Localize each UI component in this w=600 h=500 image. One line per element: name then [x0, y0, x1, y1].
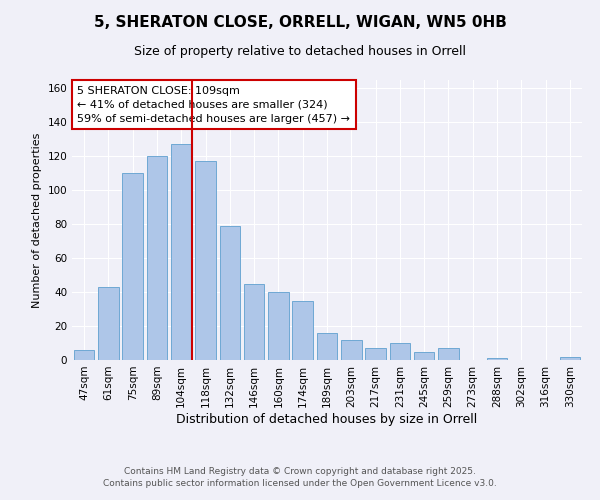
Bar — [122, 174, 143, 360]
Bar — [341, 340, 362, 360]
Bar — [98, 287, 119, 360]
Bar — [171, 144, 191, 360]
Bar — [487, 358, 508, 360]
X-axis label: Distribution of detached houses by size in Orrell: Distribution of detached houses by size … — [176, 412, 478, 426]
Y-axis label: Number of detached properties: Number of detached properties — [32, 132, 42, 308]
Bar — [317, 333, 337, 360]
Text: Size of property relative to detached houses in Orrell: Size of property relative to detached ho… — [134, 45, 466, 58]
Bar — [74, 350, 94, 360]
Bar — [220, 226, 240, 360]
Bar — [389, 343, 410, 360]
Text: 5, SHERATON CLOSE, ORRELL, WIGAN, WN5 0HB: 5, SHERATON CLOSE, ORRELL, WIGAN, WN5 0H… — [94, 15, 506, 30]
Text: Contains HM Land Registry data © Crown copyright and database right 2025.
Contai: Contains HM Land Registry data © Crown c… — [103, 466, 497, 487]
Bar — [146, 156, 167, 360]
Bar — [438, 348, 459, 360]
Bar — [268, 292, 289, 360]
Bar — [244, 284, 265, 360]
Text: 5 SHERATON CLOSE: 109sqm
← 41% of detached houses are smaller (324)
59% of semi-: 5 SHERATON CLOSE: 109sqm ← 41% of detach… — [77, 86, 350, 124]
Bar — [195, 162, 216, 360]
Bar — [365, 348, 386, 360]
Bar — [292, 300, 313, 360]
Bar — [560, 356, 580, 360]
Bar — [414, 352, 434, 360]
